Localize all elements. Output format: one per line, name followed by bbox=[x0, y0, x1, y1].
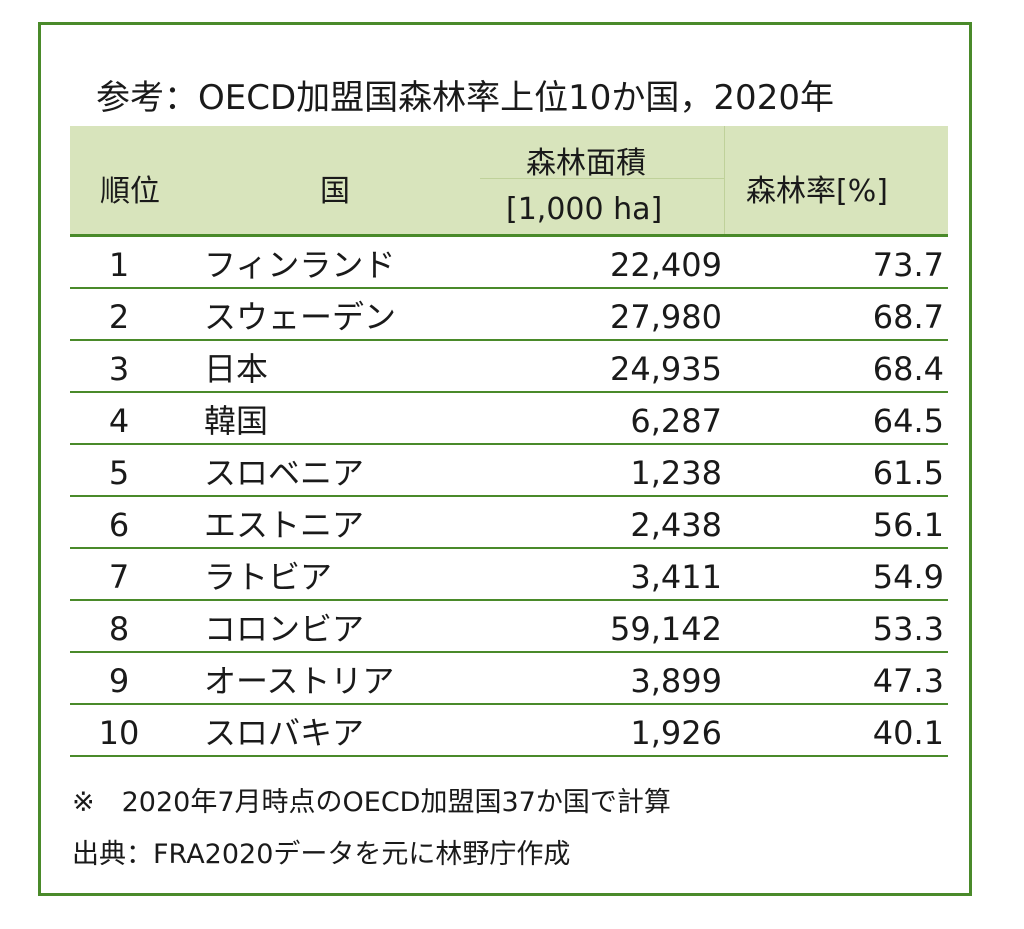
forest-area-cell: 6,287 bbox=[630, 402, 722, 440]
table-row: 6 エストニア 2,438 56.1 bbox=[70, 497, 948, 549]
forest-rate-cell: 53.3 bbox=[872, 610, 944, 648]
table-row: 8 コロンビア 59,142 53.3 bbox=[70, 601, 948, 653]
forest-rate-cell: 56.1 bbox=[872, 506, 944, 544]
rank-cell: 5 bbox=[108, 454, 130, 492]
country-cell: コロンビア bbox=[204, 610, 365, 648]
table-row: 2 スウェーデン 27,980 68.7 bbox=[70, 289, 948, 341]
forest-area-cell: 24,935 bbox=[610, 350, 722, 388]
forest-area-cell: 27,980 bbox=[610, 298, 722, 336]
header-country: 国 bbox=[320, 174, 350, 209]
forest-area-cell: 22,409 bbox=[610, 246, 722, 284]
table-row: 7 ラトビア 3,411 54.9 bbox=[70, 549, 948, 601]
forest-rate-cell: 54.9 bbox=[872, 558, 944, 596]
country-cell: 韓国 bbox=[204, 402, 269, 440]
table-row: 10 スロバキア 1,926 40.1 bbox=[70, 705, 948, 757]
country-cell: フィンランド bbox=[204, 246, 396, 284]
forest-rate-cell: 61.5 bbox=[872, 454, 944, 492]
table-row: 1 フィンランド 22,409 73.7 bbox=[70, 237, 948, 289]
rank-cell: 2 bbox=[108, 298, 130, 336]
forest-rate-cell: 47.3 bbox=[872, 662, 944, 700]
rank-cell: 8 bbox=[108, 610, 130, 648]
forest-rate-cell: 73.7 bbox=[872, 246, 944, 284]
header-divider bbox=[480, 178, 724, 179]
rank-cell: 7 bbox=[108, 558, 130, 596]
table-header: 順位 国 森林面積 [1,000 ha] 森林率[%] bbox=[70, 126, 948, 237]
calculation-note: ※ 2020年7月時点のOECD加盟国37か国で計算 bbox=[72, 787, 671, 818]
country-cell: 日本 bbox=[204, 350, 269, 388]
table-body: 1 フィンランド 22,409 73.7 2 スウェーデン 27,980 68.7 3 日本 24,… bbox=[70, 237, 948, 757]
forest-rate-cell: 64.5 bbox=[872, 402, 944, 440]
forest-rate-cell: 40.1 bbox=[872, 714, 944, 752]
forest-area-cell: 1,238 bbox=[630, 454, 722, 492]
forest-area-cell: 3,411 bbox=[630, 558, 722, 596]
rank-cell: 1 bbox=[108, 246, 130, 284]
forest-area-cell: 2,438 bbox=[630, 506, 722, 544]
table-row: 9 オーストリア 3,899 47.3 bbox=[70, 653, 948, 705]
header-forest-area: 森林面積 bbox=[526, 146, 646, 181]
header-forest-rate: 森林率[%] bbox=[746, 174, 888, 209]
table-row: 4 韓国 6,287 64.5 bbox=[70, 393, 948, 445]
source-note: 出典：FRA2020データを元に林野庁作成 bbox=[72, 839, 571, 870]
header-column-divider bbox=[724, 126, 725, 234]
rank-cell: 6 bbox=[108, 506, 130, 544]
header-forest-area-unit: [1,000 ha] bbox=[506, 192, 663, 227]
forest-area-cell: 1,926 bbox=[630, 714, 722, 752]
table-title: 参考：OECD加盟国森林率上位10か国，2020年 bbox=[96, 78, 834, 118]
rank-cell: 10 bbox=[98, 714, 140, 752]
header-rank: 順位 bbox=[100, 174, 160, 209]
country-cell: オーストリア bbox=[204, 662, 395, 700]
country-cell: エストニア bbox=[204, 506, 365, 544]
country-cell: スロベニア bbox=[204, 454, 365, 492]
rank-cell: 9 bbox=[108, 662, 130, 700]
rank-cell: 4 bbox=[108, 402, 130, 440]
table-row: 5 スロベニア 1,238 61.5 bbox=[70, 445, 948, 497]
forest-area-cell: 3,899 bbox=[630, 662, 722, 700]
forest-rate-cell: 68.7 bbox=[872, 298, 944, 336]
forest-area-cell: 59,142 bbox=[610, 610, 722, 648]
country-cell: スウェーデン bbox=[204, 298, 397, 336]
country-cell: スロバキア bbox=[204, 714, 365, 752]
rank-cell: 3 bbox=[108, 350, 130, 388]
country-cell: ラトビア bbox=[204, 558, 333, 596]
table-row: 3 日本 24,935 68.4 bbox=[70, 341, 948, 393]
forest-rate-table: 順位 国 森林面積 [1,000 ha] 森林率[%] 1 フィンランド 22,40… bbox=[70, 126, 948, 757]
forest-rate-cell: 68.4 bbox=[872, 350, 944, 388]
